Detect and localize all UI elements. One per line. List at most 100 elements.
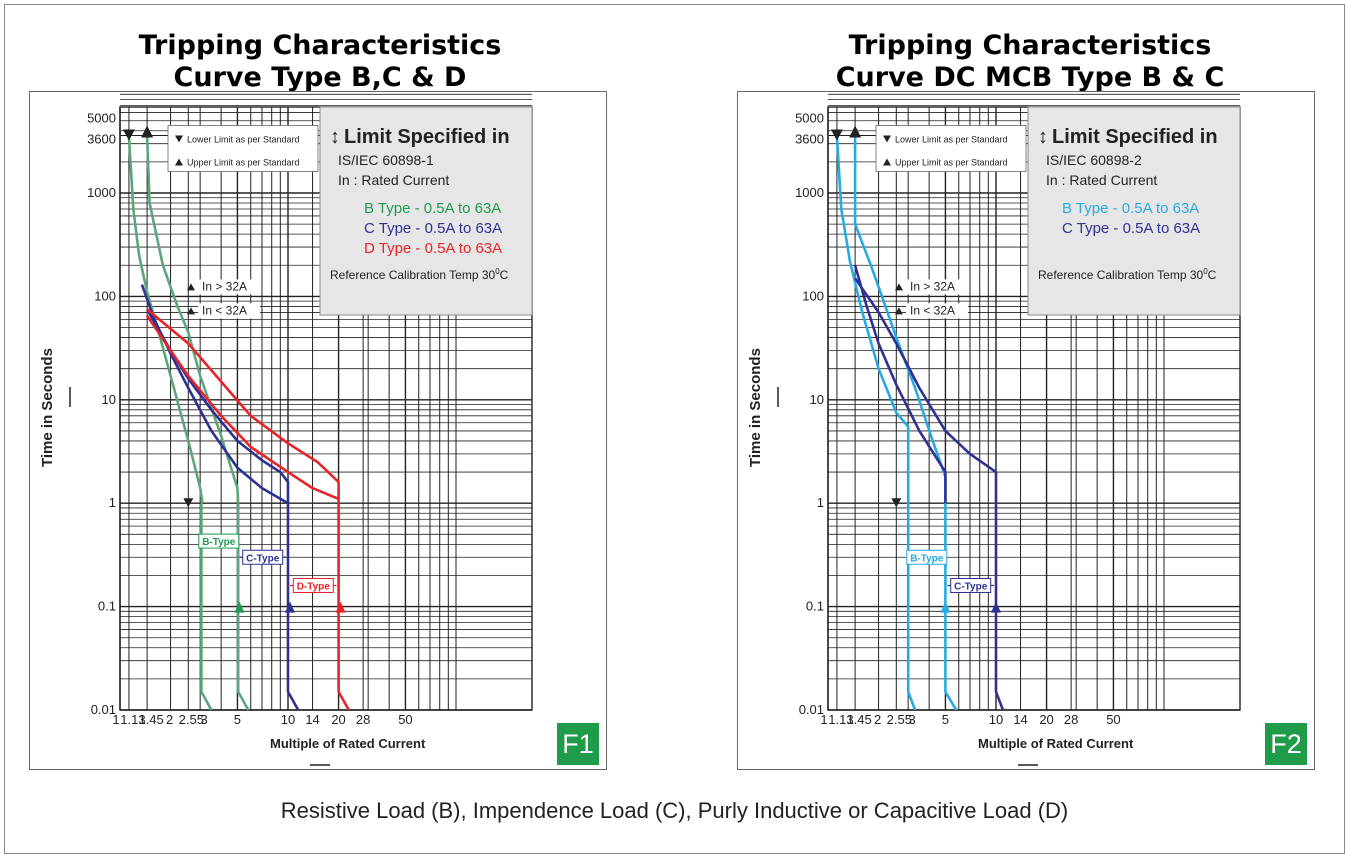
chart1-ytick-label: 3600 [87, 131, 116, 146]
chart2-range-label: C-Type [954, 581, 988, 592]
chart1-upper-marker [234, 601, 245, 613]
chart2-upper-icon [883, 158, 891, 166]
chart1-ytick-label: 100 [94, 288, 116, 303]
chart1-range-box [242, 549, 284, 565]
chart2-xtick-label: 50 [1106, 712, 1120, 727]
chart1-range-box [292, 577, 334, 593]
chart2-lower-icon [883, 135, 891, 143]
chart2-series-3 [944, 503, 958, 711]
chart2-ytick-label: 100 [802, 288, 824, 303]
chart1-series-2 [200, 503, 213, 711]
chart1-reference-text: Reference Calibration Temp 300C [330, 267, 509, 282]
chart2-series-2 [906, 503, 917, 711]
chart1-series-7 [146, 314, 340, 501]
chart2-title: Tripping Characteristics Curve DC MCB Ty… [800, 30, 1260, 94]
chart1-xtick-label: 50 [398, 712, 412, 727]
chart2-info-in: In : Rated Current [1046, 172, 1157, 188]
chart1-ytick-label: 10000 [80, 92, 116, 93]
chart1-upper-icon [175, 158, 183, 166]
chart2-range-label: B-Type [910, 553, 944, 564]
chart2-ylabel: Time in Seconds [747, 348, 764, 467]
chart2-legend-entry: B Type - 0.5A to 63A [1062, 200, 1199, 217]
chart1-upper-marker [335, 601, 346, 613]
chart2-range-box [906, 549, 948, 565]
chart1-xtick-label: 3 [201, 712, 208, 727]
chart1-lower-limit-text: Lower Limit as per Standard [187, 134, 300, 144]
chart1-in-gt-icon [187, 283, 195, 291]
chart1-title: Tripping Characteristics Curve Type B,C … [90, 30, 550, 94]
chart1-in-gt-text: In > 32A [202, 279, 247, 293]
chart2-upper-limit-text: Upper Limit as per Standard [895, 157, 1008, 167]
chart2-ytick-label: 5000 [795, 111, 824, 126]
chart1-legend-entry: B Type - 0.5A to 63A [364, 200, 501, 217]
chart1-xtick-label: 5 [234, 712, 241, 727]
chart2-series-6 [994, 503, 1005, 711]
chart1-series-5 [145, 308, 290, 504]
chart2-xtick-label: 5 [942, 712, 949, 727]
chart1-xtick-label: 1 [112, 712, 119, 727]
chart1-info-in: In : Rated Current [338, 172, 449, 188]
chart1-series-1 [145, 135, 240, 504]
chart2-ytick-label: 1000 [795, 185, 824, 200]
chart1-title-line2: Curve Type B,C & D [173, 62, 467, 93]
chart1-xtick-label: 20 [331, 712, 345, 727]
chart2-xtick-label: 10 [989, 712, 1003, 727]
chart2-svg: 0.010.11101001000360050001000011.131.452… [747, 92, 1241, 766]
chart1-ytick-label: 10 [102, 392, 116, 407]
chart2-range-box [950, 577, 992, 593]
chart1-info-head: Limit Specified in [344, 126, 510, 148]
chart2-badge: F2 [1265, 723, 1307, 765]
chart2-xtick-label: 14 [1013, 712, 1027, 727]
caption-text: Resistive Load (B), Impendence Load (C),… [280, 798, 1069, 823]
chart1-range-label: D-Type [297, 581, 331, 592]
chart2-limit-box [875, 125, 1027, 172]
chart1-legend-entry: C Type - 0.5A to 63A [364, 220, 502, 237]
chart1-xtick-label: 2 [166, 712, 173, 727]
chart2-in-gt-bg [906, 279, 968, 295]
chart1-info-std: IS/IEC 60898-1 [338, 152, 434, 168]
chart1-ylabel: Time in Seconds [39, 348, 56, 467]
chart2-info-arrows: ↕ [1038, 126, 1048, 148]
chart2-info-std: IS/IEC 60898-2 [1046, 152, 1142, 168]
chart2-ytick-label: 10 [810, 392, 824, 407]
chart1-title-line1: Tripping Characteristics [138, 30, 502, 61]
chart2-series-0 [835, 135, 910, 504]
chart1-upper-marker [141, 125, 154, 138]
chart1-info-box [319, 106, 533, 316]
chart2-in-lt-bg [906, 303, 968, 319]
chart1-xtick-label: 28 [356, 712, 370, 727]
chart1-ytick-label: 5000 [87, 111, 116, 126]
chart2-lower-marker [830, 129, 843, 141]
chart2-legend-entry: C Type - 0.5A to 63A [1062, 220, 1200, 237]
chart2-title-line2: Curve DC MCB Type B & C [835, 62, 1225, 93]
chart2-in-gt-text: In > 32A [910, 279, 955, 293]
chart1-series-8 [146, 308, 340, 504]
chart1-range-box [198, 533, 240, 549]
chart1-limit-box [167, 125, 319, 172]
chart2-xtick-label: 28 [1064, 712, 1078, 727]
chart2-in-lt-icon [895, 307, 903, 315]
chart1-reference-sup: 0 [495, 267, 500, 276]
chart2-info-box [1027, 106, 1241, 316]
chart2-series-4 [853, 264, 947, 504]
chart2-lower-marker [891, 498, 902, 508]
chart2-upper-marker [940, 601, 951, 613]
chart2-xtick-label: 3 [909, 712, 916, 727]
chart1-lower-icon [175, 135, 183, 143]
chart2-series-5 [854, 277, 998, 504]
chart1-upper-marker [285, 601, 295, 613]
chart1-in-lt-icon [187, 307, 195, 315]
chart2-title-line1: Tripping Characteristics [848, 30, 1212, 61]
chart2-ytick-label: 0.1 [806, 599, 824, 614]
chart1-lower-marker [122, 129, 135, 141]
chart2-xlabel: Multiple of Rated Current [978, 736, 1134, 751]
chart2-ytick-label: 10000 [788, 92, 824, 93]
chart1-range-label: B-Type [202, 537, 236, 548]
chart2-upper-marker [991, 601, 1001, 613]
chart1-upper-limit-text: Upper Limit as per Standard [187, 157, 300, 167]
chart1-ytick-label: 0.01 [91, 702, 116, 717]
chart1-in-lt-text: In < 32A [202, 303, 247, 317]
chart2-reference-unit: C [1208, 268, 1217, 282]
chart1-in-gt-bg [198, 279, 260, 295]
chart1-xtick-label: 14 [305, 712, 319, 727]
